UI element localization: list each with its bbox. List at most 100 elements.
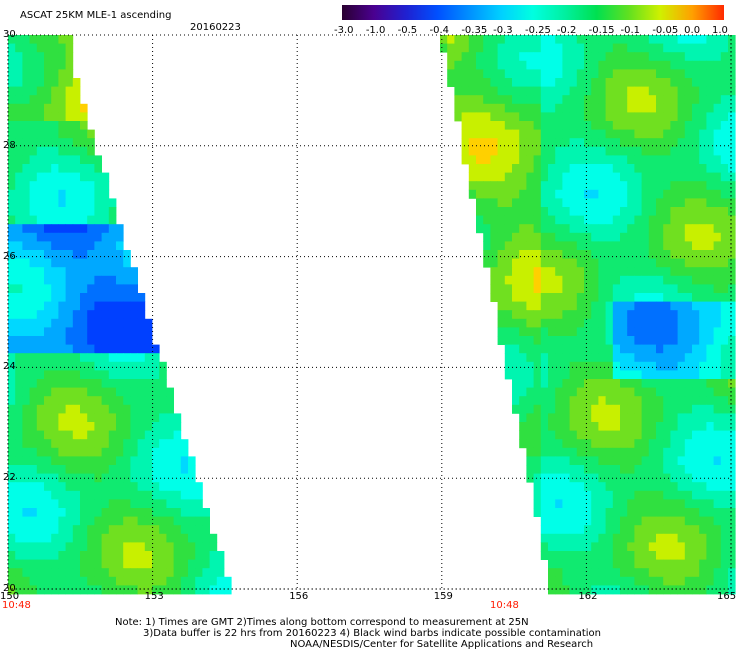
swath-cell [656,232,664,242]
swath-cell [677,258,686,268]
swath-cell [656,43,664,53]
swath-cell [80,430,88,440]
swath-cell [692,146,700,156]
swath-cell [101,585,110,595]
swath-cell [728,138,736,148]
swath-cell [87,129,95,139]
swath-cell [720,146,729,156]
swath-cell [598,439,606,449]
swath-cell [648,52,657,62]
swath-cell [648,129,657,139]
swath-cell [130,508,138,517]
swath-cell [130,490,138,500]
swath-cell [684,181,693,191]
swath-cell [166,568,174,578]
swath-cell [526,52,534,62]
swath-cell [152,439,160,449]
swath-cell [72,482,81,492]
swath-cell [152,559,160,569]
swath-cell [656,60,664,70]
swath-cell [540,198,549,208]
swath-cell [15,86,23,96]
swath-cell [576,284,585,294]
swath-cell [44,60,52,70]
swath-cell [101,387,110,397]
swath-cell [8,164,16,173]
swath-cell [699,576,707,586]
swath-cell [576,585,585,595]
swath-cell [116,336,124,345]
swath-cell [36,138,45,148]
swath-cell [101,525,110,535]
swath-cell [87,361,95,371]
swath-cell [101,516,110,526]
swath-cell [591,482,599,492]
swath-cell [504,353,513,363]
swath-cell [670,413,678,423]
swath-cell [706,516,714,526]
swath-cell [108,310,117,320]
swath-cell [692,559,700,569]
swath-cell [670,379,678,388]
swath-cell [58,86,66,96]
swath-cell [656,215,664,225]
swath-cell [584,112,592,122]
swath-cell [627,413,635,423]
swath-cell [641,533,650,543]
swath-cell [584,310,592,320]
swath-cell [44,336,52,345]
swath-cell [569,551,578,560]
swath-cell [512,258,520,268]
swath-cell [598,35,606,44]
swath-cell [58,284,66,294]
swath-cell [504,95,513,105]
swath-cell [195,576,203,586]
swath-cell [144,430,153,440]
swath-cell [144,533,153,543]
swath-cell [720,525,729,535]
swath-cell [562,439,570,449]
swath-cell [620,69,628,79]
swath-cell [44,576,52,586]
swath-cell [533,293,542,302]
swath-cell [519,181,527,191]
swath-cell [65,69,74,79]
swath-cell [483,78,491,87]
swath-cell [72,585,81,595]
swath-cell [188,551,196,560]
swath-cell [706,353,714,363]
swath-cell [22,52,30,62]
swath-cell [468,86,477,96]
swath-cell [130,568,138,578]
swath-cell [144,585,153,595]
swath-cell [87,370,95,380]
swath-cell [159,439,167,449]
swath-cell [15,430,23,440]
swath-cell [684,69,693,79]
swath-cell [137,490,146,500]
swath-cell [152,508,160,517]
swath-cell [65,465,74,474]
swath-cell [706,181,714,191]
swath-cell [15,164,23,173]
swath-cell [123,456,131,466]
swath-cell [65,155,74,165]
swath-cell [65,576,74,586]
swath-cell [648,370,657,380]
swath-cell [620,361,628,371]
swath-cell [468,69,477,79]
swath-cell [605,447,614,457]
swath-cell [15,542,23,552]
swath-cell [80,241,88,251]
swath-cell [526,232,534,242]
swath-cell [116,559,124,569]
swath-cell [634,465,642,474]
swath-cell [598,327,606,337]
swath-cell [591,250,599,259]
swath-cell [15,35,23,44]
swath-cell [22,275,30,285]
swath-cell [627,447,635,457]
swath-cell [526,181,534,191]
swath-cell [29,336,38,345]
swath-cell [130,516,138,526]
